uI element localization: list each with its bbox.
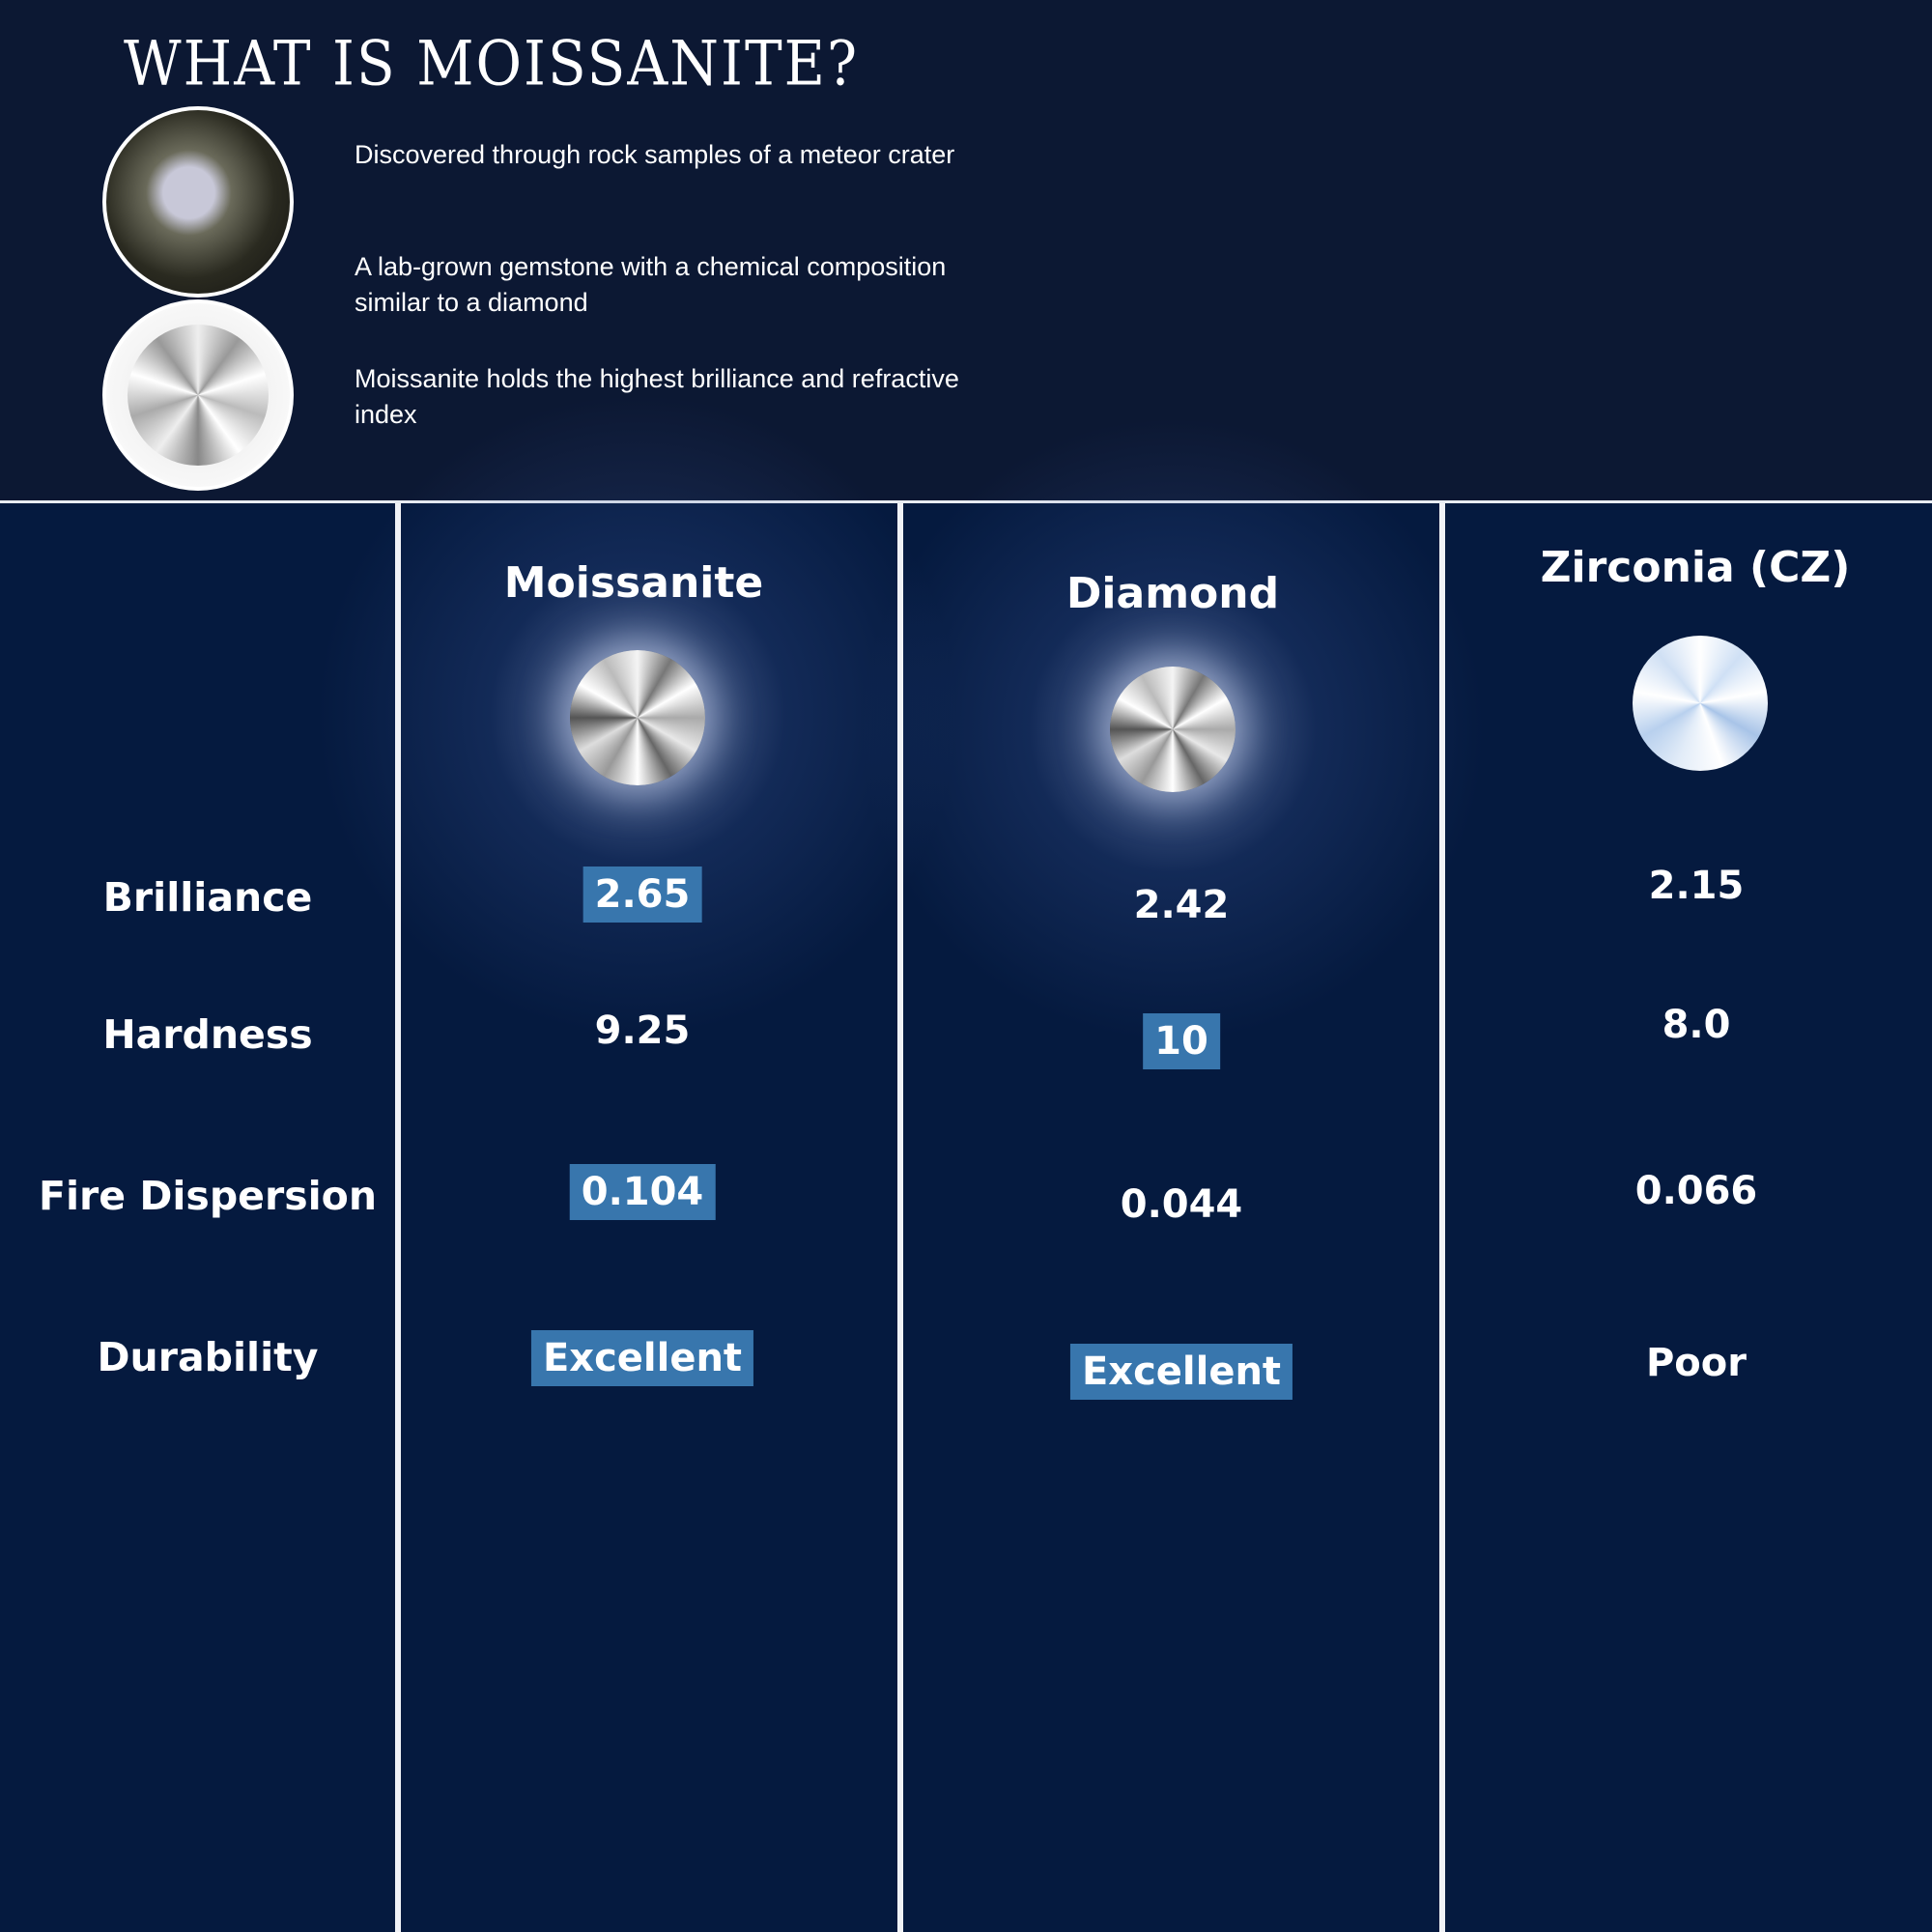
page-title: WHAT IS MOISSANITE?: [124, 27, 860, 99]
moissanite-gem-image: [570, 650, 705, 785]
table-value: 2.42: [1133, 883, 1230, 927]
column-divider: [1439, 503, 1445, 1932]
row-label: Hardness: [102, 1011, 313, 1058]
column-divider: [395, 503, 401, 1932]
row-label: Brilliance: [102, 874, 313, 921]
column-header-moissanite: Moissanite: [503, 558, 764, 608]
column-header-zirconia: Zirconia (CZ): [1540, 543, 1851, 592]
table-value: Poor: [1645, 1341, 1747, 1385]
table-value: 2.15: [1648, 864, 1745, 908]
highlighted-value: 0.104: [569, 1164, 716, 1220]
fact-2: A lab-grown gemstone with a chemical com…: [355, 252, 947, 317]
fact-1: Discovered through rock samples of a met…: [355, 140, 955, 169]
table-value: 9.25: [594, 1009, 691, 1053]
row-label: Durability: [97, 1334, 319, 1380]
zirconia-gem-image: [1633, 636, 1768, 771]
row-label: Fire Dispersion: [38, 1173, 378, 1219]
highlighted-value: 10: [1143, 1013, 1220, 1069]
cut-moissanite-image: [102, 299, 294, 491]
highlighted-value: Excellent: [530, 1330, 754, 1386]
table-value: 0.044: [1120, 1182, 1243, 1227]
column-divider: [897, 503, 903, 1932]
table-value: 0.066: [1634, 1169, 1758, 1213]
diamond-gem-image: [1110, 667, 1236, 792]
column-header-diamond: Diamond: [1065, 569, 1280, 618]
highlighted-value: 2.65: [582, 867, 702, 923]
rough-moissanite-image: [102, 106, 294, 298]
intro-section: WHAT IS MOISSANITE? Discovered through r…: [0, 0, 1932, 500]
table-value: 8.0: [1662, 1003, 1731, 1047]
highlighted-value: Excellent: [1069, 1344, 1293, 1400]
